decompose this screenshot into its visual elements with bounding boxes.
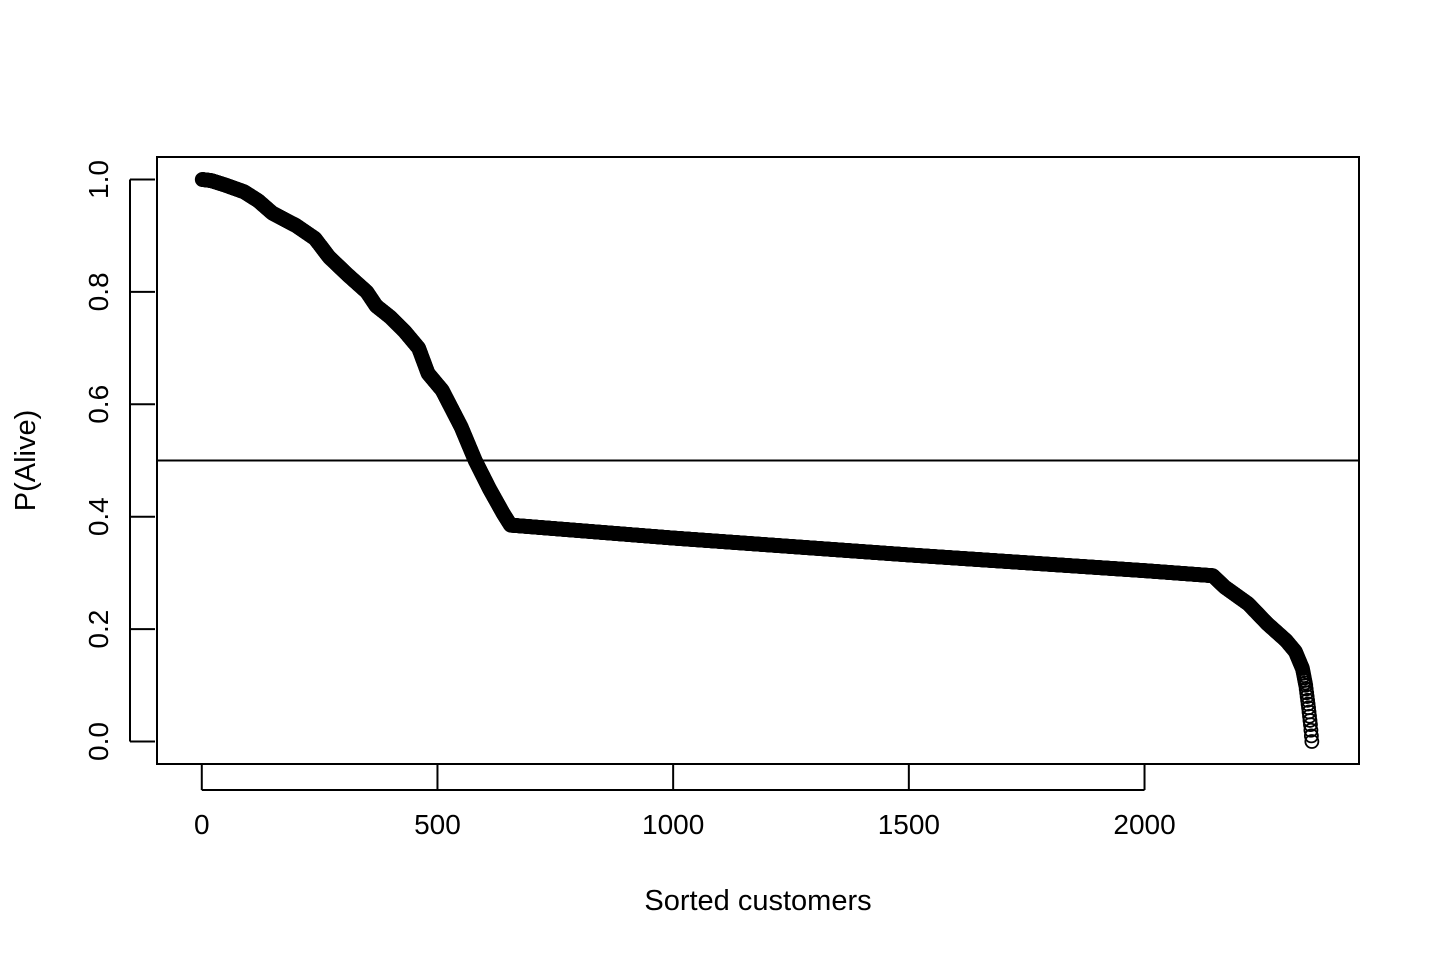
data-point [1303,722,1319,738]
x-axis: 0 500 1000 1500 2000 [194,765,1176,840]
x-axis-label: Sorted customers [644,885,871,917]
x-tick-label: 0 [194,809,210,840]
x-tick-label: 1000 [642,809,704,840]
data-point [1303,717,1318,733]
y-tick-label: 0.8 [83,272,114,311]
data-point [1304,734,1320,749]
plot-frame [156,156,1360,765]
x-tick-label: 500 [414,809,461,840]
y-tick-label: 0.4 [83,497,114,536]
y-tick-label: 0.0 [83,722,114,761]
y-axis: 0.0 0.2 0.4 0.6 0.8 1.0 [83,160,155,761]
x-tick-label: 1500 [878,809,940,840]
y-tick-label: 0.6 [83,385,114,424]
y-tick-label: 1.0 [83,160,114,199]
x-tick-label: 2000 [1113,809,1175,840]
y-axis-label: P(Alive) [10,410,42,512]
data-points [194,172,1320,749]
y-tick-label: 0.2 [83,610,114,649]
data-point [1303,728,1319,744]
